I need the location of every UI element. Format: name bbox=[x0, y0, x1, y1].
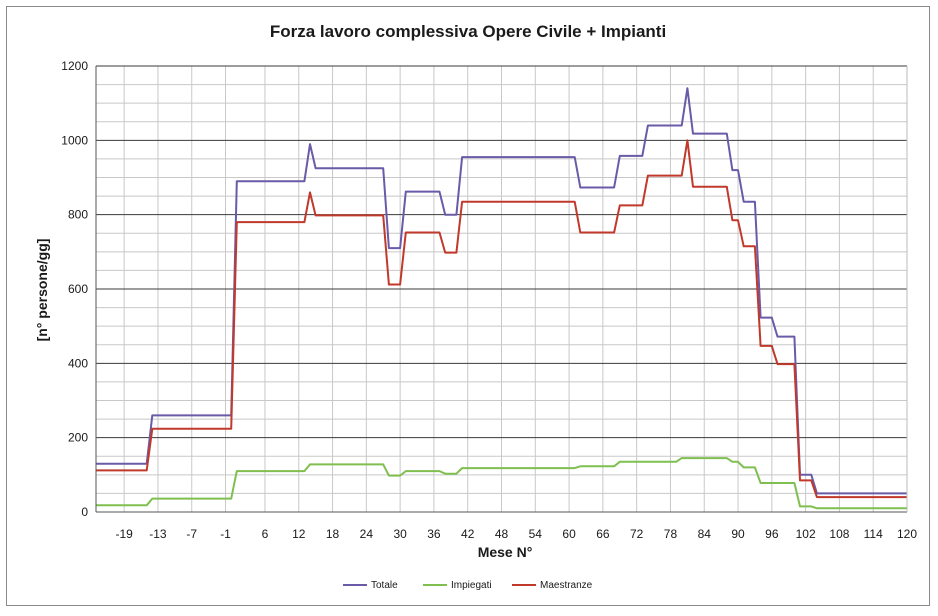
y-tick-label: 800 bbox=[68, 208, 88, 222]
legend-label-impiegati: Impiegati bbox=[451, 580, 492, 591]
x-tick-label: 42 bbox=[461, 527, 475, 541]
series-line-totale bbox=[96, 87, 907, 495]
x-tick-label: 12 bbox=[292, 527, 306, 541]
x-tick-label: 36 bbox=[427, 527, 441, 541]
x-tick-label: 102 bbox=[796, 527, 816, 541]
x-tick-label: 48 bbox=[495, 527, 509, 541]
x-tick-label: 108 bbox=[829, 527, 849, 541]
y-tick-label: 1000 bbox=[61, 133, 88, 147]
y-tick-label: 600 bbox=[68, 282, 88, 296]
y-axis-title: [n° persone/gg] bbox=[34, 239, 50, 342]
chart-title: Forza lavoro complessiva Opere Civile + … bbox=[270, 22, 666, 41]
axis-layer: 0 200 400 600 800 1000 1200 -19 -13 -7 -1 6 12 18 24 30… bbox=[61, 59, 917, 541]
legend-label-maestranze: Maestranze bbox=[540, 580, 593, 591]
x-axis-title: Mese N° bbox=[478, 544, 533, 560]
x-tick-label: 6 bbox=[262, 527, 269, 541]
x-tick-label: 66 bbox=[596, 527, 610, 541]
series-layer bbox=[96, 87, 907, 510]
x-tick-label: 72 bbox=[630, 527, 644, 541]
grid-layer bbox=[96, 65, 908, 512]
x-tick-label: 114 bbox=[864, 527, 883, 541]
x-tick-label: 90 bbox=[731, 527, 745, 541]
series-line-maestranze bbox=[96, 139, 907, 499]
x-tick-label: 30 bbox=[393, 527, 407, 541]
x-tick-label: 84 bbox=[698, 527, 712, 541]
x-tick-label: 60 bbox=[562, 527, 576, 541]
x-tick-label: 54 bbox=[529, 527, 543, 541]
y-tick-label: 400 bbox=[68, 356, 88, 370]
legend: Totale Impiegati Maestranze bbox=[343, 580, 593, 591]
x-tick-label: 78 bbox=[664, 527, 678, 541]
x-tick-label: -1 bbox=[220, 527, 231, 541]
y-tick-label: 0 bbox=[81, 505, 88, 519]
x-tick-label: 24 bbox=[360, 527, 374, 541]
y-tick-label: 1200 bbox=[61, 59, 88, 73]
x-tick-label: 18 bbox=[326, 527, 340, 541]
x-tick-label: 96 bbox=[765, 527, 779, 541]
x-tick-label: 120 bbox=[897, 527, 917, 541]
y-tick-label: 200 bbox=[68, 431, 88, 445]
x-tick-label: -7 bbox=[186, 527, 197, 541]
x-tick-label: -19 bbox=[115, 527, 133, 541]
x-tick-label: -13 bbox=[149, 527, 167, 541]
legend-label-totale: Totale bbox=[371, 580, 398, 591]
series-line-impiegati bbox=[96, 457, 907, 510]
